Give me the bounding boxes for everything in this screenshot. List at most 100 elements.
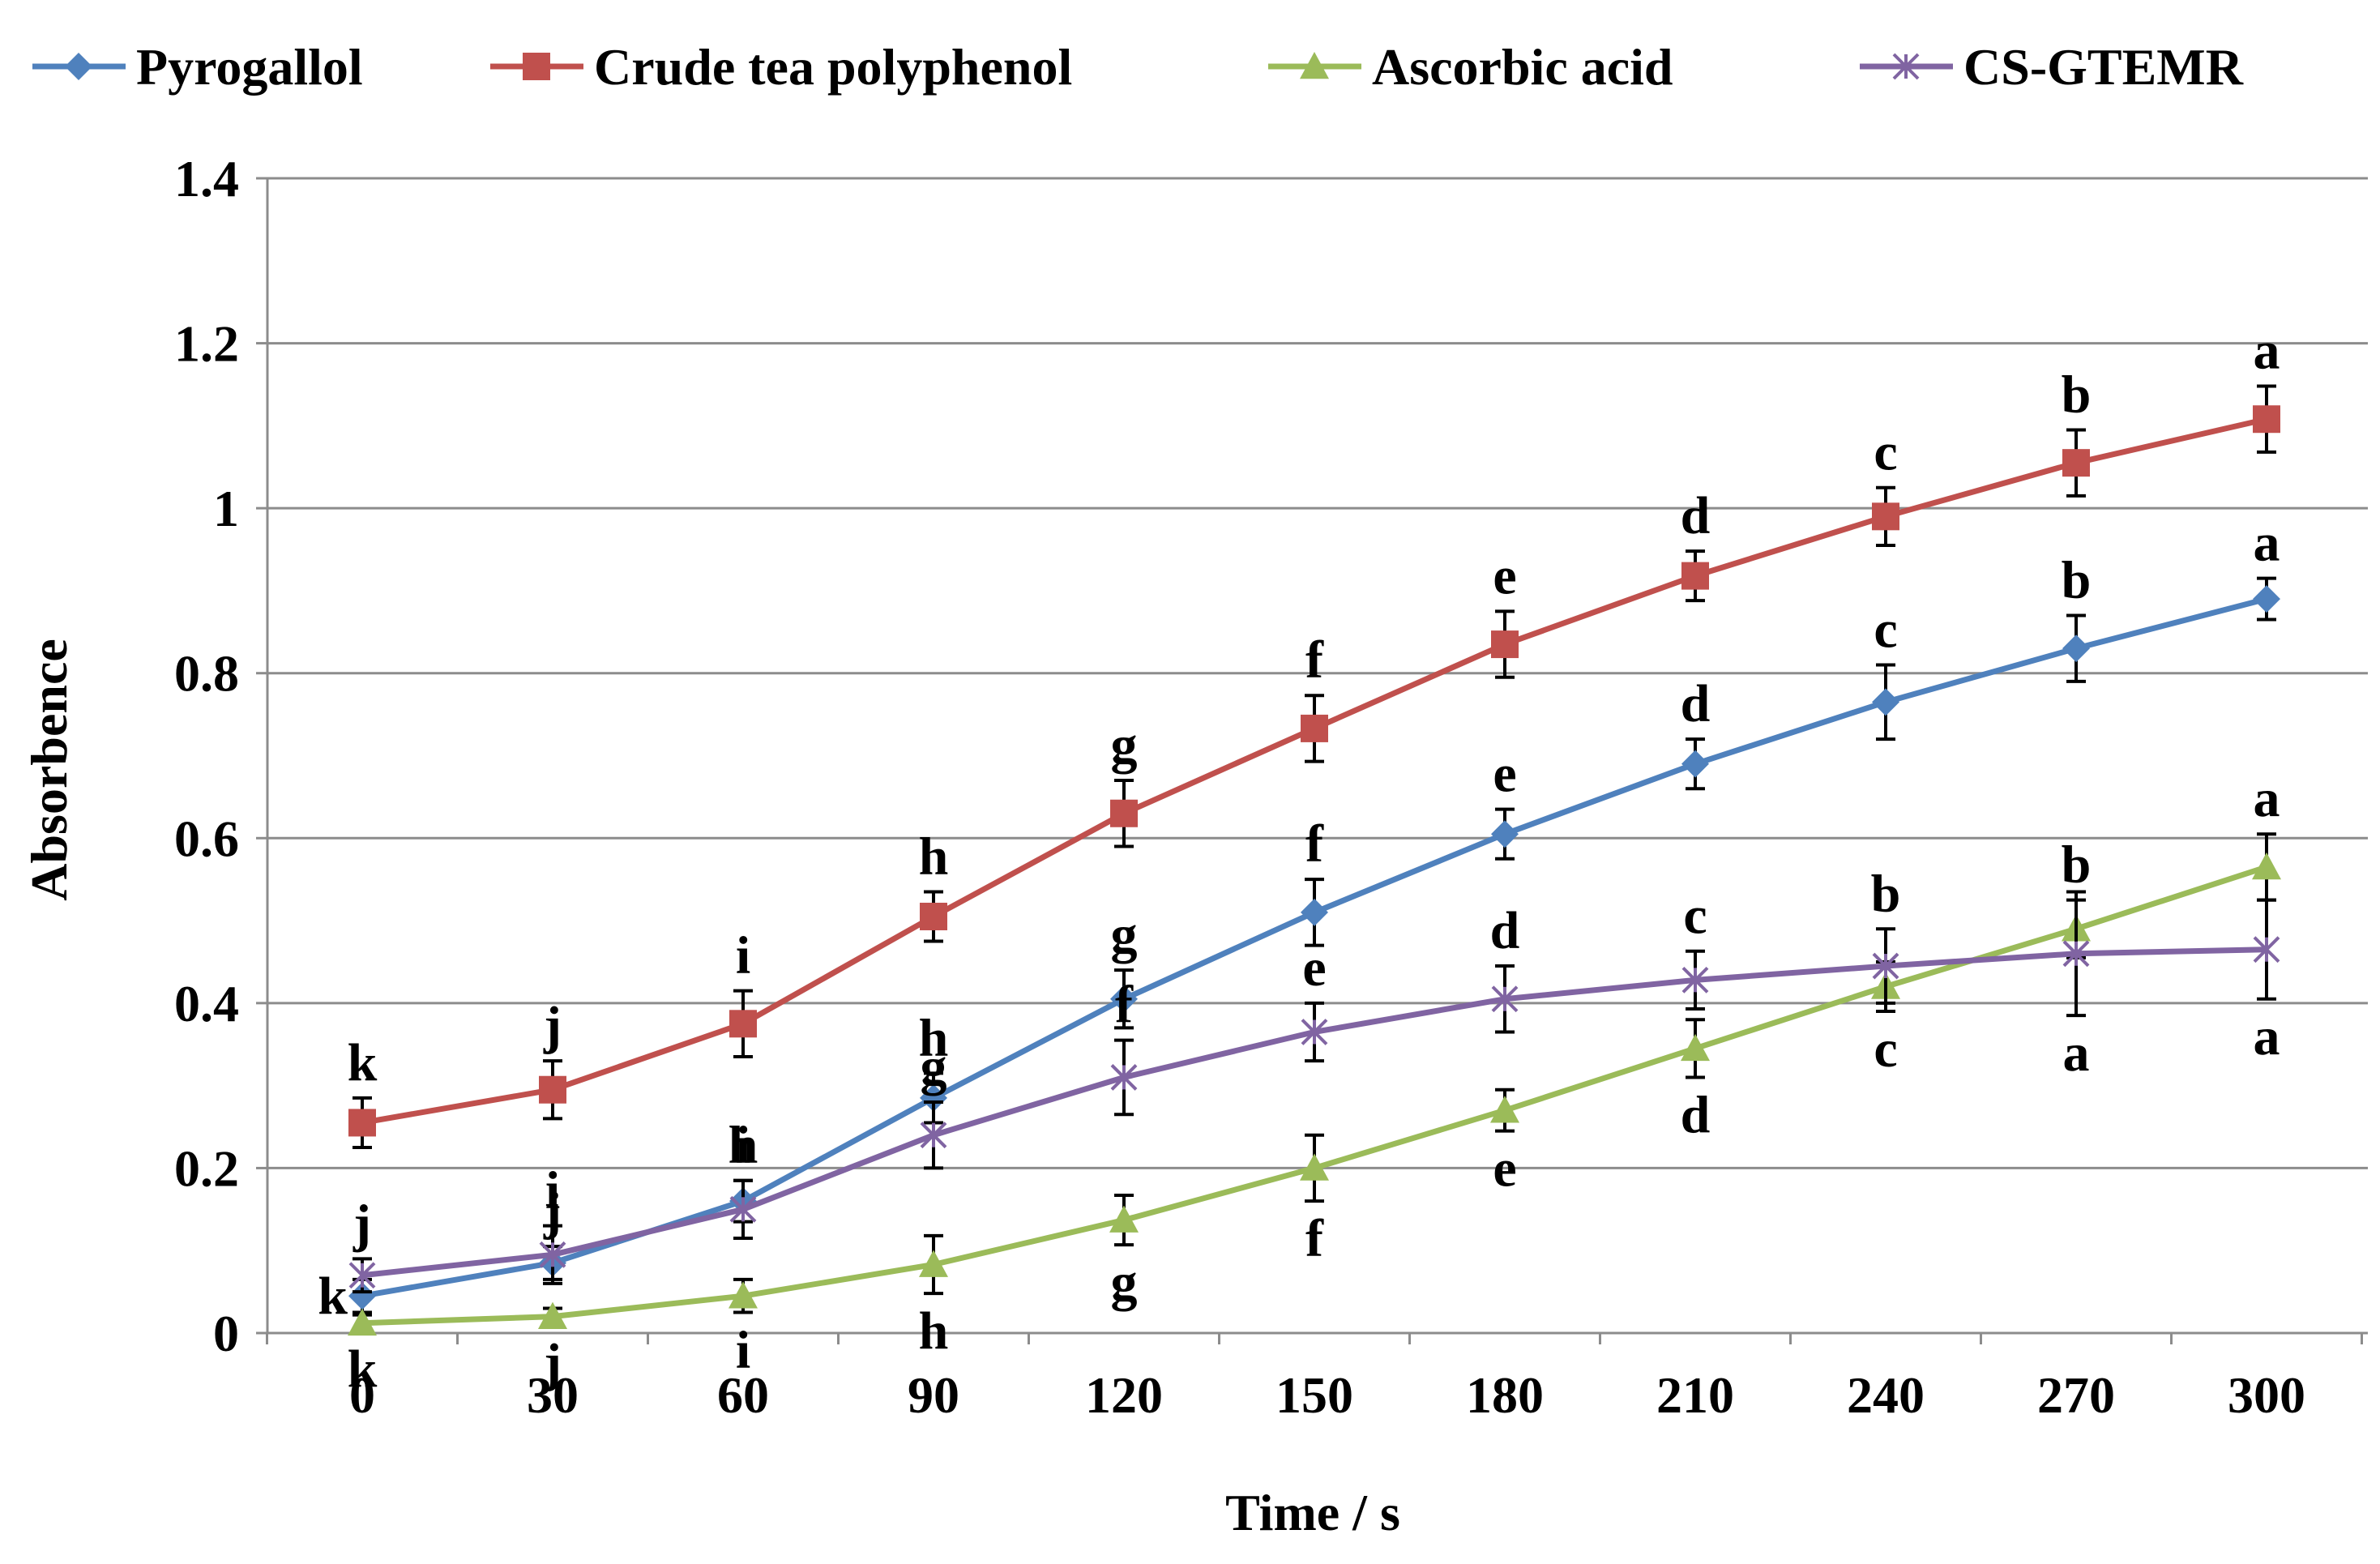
data-point xyxy=(1491,820,1519,848)
significance-letter: c xyxy=(1874,1019,1897,1079)
y-axis-title: Absorbence xyxy=(20,639,78,901)
x-tick-label: 240 xyxy=(1847,1366,1925,1424)
data-point xyxy=(920,1083,947,1112)
data-point xyxy=(729,1195,757,1223)
axes: 0 0.2 0.4 0.6 0.8 1 1.2 1.4 0 30 60 90 120 150 180 210 2… xyxy=(174,150,2368,1424)
y-tick-label: 0.8 xyxy=(174,645,239,703)
data-point xyxy=(919,1250,948,1277)
significance-letter: j xyxy=(543,1333,562,1392)
x-tick-label: 150 xyxy=(1275,1366,1353,1424)
data-point xyxy=(2062,449,2090,477)
significance-letter: k xyxy=(348,1033,378,1092)
data-point xyxy=(1301,1019,1328,1045)
data-point xyxy=(1110,799,1138,827)
significance-letter: j xyxy=(353,1194,371,1253)
y-tick-label: 0.2 xyxy=(174,1139,239,1197)
significance-letter: a xyxy=(2254,514,2280,573)
x-tick-label: 270 xyxy=(2037,1366,2115,1424)
series-layer xyxy=(348,384,2281,1336)
significance-letter: e xyxy=(1493,745,1516,804)
data-point xyxy=(1490,1096,1519,1123)
significance-letter: d xyxy=(1681,1085,1711,1144)
significance-letter: a xyxy=(2254,769,2280,828)
significance-letter: j xyxy=(543,996,562,1055)
data-point xyxy=(1681,562,1709,590)
data-point xyxy=(1491,630,1519,659)
data-point xyxy=(1872,688,1899,716)
data-point xyxy=(348,1109,376,1137)
x-tick-label: 120 xyxy=(1085,1366,1163,1424)
significance-letter: a xyxy=(2254,1007,2280,1066)
data-point xyxy=(1301,898,1328,926)
significance-letter: e xyxy=(1493,1139,1516,1199)
x-axis-title: Time / s xyxy=(1225,1484,1400,1541)
y-tick-label: 1.4 xyxy=(174,150,239,207)
legend-swatch-marker xyxy=(1300,52,1329,79)
significance-letter: b xyxy=(2062,835,2092,895)
x-tick-label: 90 xyxy=(908,1366,959,1424)
data-point xyxy=(538,1301,567,1329)
data-point xyxy=(348,1308,377,1336)
legend-swatch-marker xyxy=(1892,53,1920,80)
data-point xyxy=(920,1122,947,1149)
legend-item: Ascorbic acid xyxy=(1268,38,1673,96)
significance-letter: g xyxy=(1111,1253,1138,1312)
legend-swatch-marker xyxy=(65,53,92,80)
significance-letter: i xyxy=(545,1161,560,1220)
y-tick-label: 0 xyxy=(213,1305,239,1362)
significance-letter: j xyxy=(543,1182,562,1241)
significance-letter: c xyxy=(1874,600,1897,660)
data-point xyxy=(2062,635,2090,663)
data-point xyxy=(1872,952,1899,980)
x-tick-label: 0 xyxy=(349,1366,375,1424)
significance-letter: d xyxy=(1490,901,1520,960)
y-tick-label: 1.2 xyxy=(174,315,239,373)
data-point xyxy=(2062,940,2090,968)
series-ascorbic-acid xyxy=(348,832,2281,1336)
y-tick-label: 1 xyxy=(213,480,239,537)
significance-letter: f xyxy=(1305,630,1324,690)
series-crude-tea-polyphenol xyxy=(348,384,2280,1149)
y-tick-label: 0.6 xyxy=(174,810,239,867)
significance-letter: g xyxy=(921,1037,947,1096)
legend-label: Pyrogallol xyxy=(136,38,363,96)
data-point xyxy=(539,1241,566,1268)
data-point xyxy=(2252,852,2281,880)
significance-letter: f xyxy=(1115,976,1134,1035)
legend-label: CS-GTEMR xyxy=(1963,38,2244,96)
significance-letter: h xyxy=(919,1301,949,1361)
data-point xyxy=(2253,936,2280,964)
data-point xyxy=(2253,585,2280,613)
significance-letter: i xyxy=(736,1321,750,1380)
data-point xyxy=(1300,1153,1329,1181)
data-point xyxy=(1681,1033,1710,1062)
data-point xyxy=(729,1010,757,1038)
data-point xyxy=(2253,405,2280,434)
series-cs-gtemr xyxy=(348,890,2280,1294)
significance-letter: k xyxy=(348,1340,378,1399)
significance-letter: i xyxy=(736,926,750,985)
significance-letter: b xyxy=(2062,550,2092,609)
data-point xyxy=(348,1282,376,1310)
data-point xyxy=(1681,966,1709,994)
legend-item: Crude tea polyphenol xyxy=(490,38,1072,96)
y-tick-label: 0.4 xyxy=(174,975,239,1032)
significance-letter: h xyxy=(729,1116,758,1175)
significance-letter: a xyxy=(2063,1023,2090,1083)
significance-letter: e xyxy=(1302,938,1326,998)
significance-letter: a xyxy=(2254,322,2280,381)
significance-letter: b xyxy=(2062,365,2092,424)
data-point xyxy=(348,1262,376,1289)
data-point xyxy=(1681,750,1709,778)
significance-letter: e xyxy=(1493,546,1516,605)
x-tick-label: 210 xyxy=(1656,1366,1734,1424)
significance-letter: d xyxy=(1681,486,1711,545)
legend-label: Crude tea polyphenol xyxy=(594,38,1072,96)
data-point xyxy=(1301,714,1328,742)
significance-letter: g xyxy=(1111,716,1138,775)
data-point xyxy=(1872,502,1899,531)
data-point xyxy=(920,902,947,930)
